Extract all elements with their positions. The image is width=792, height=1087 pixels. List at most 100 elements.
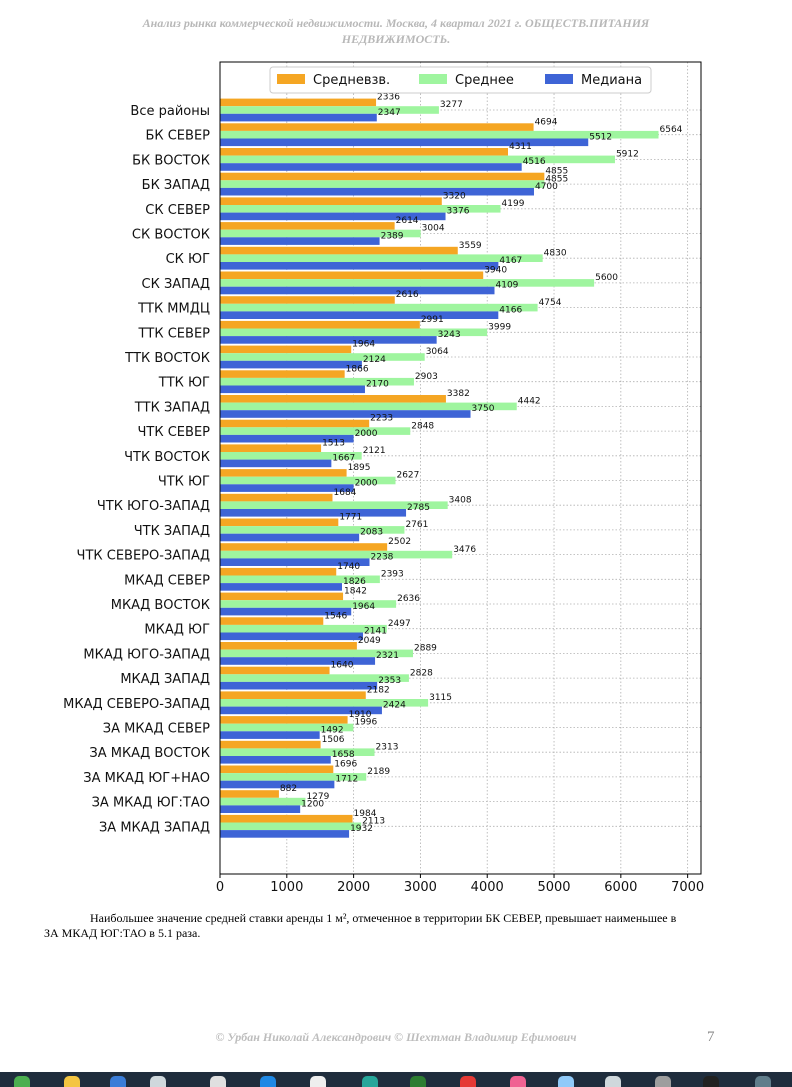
bar-mean	[220, 723, 354, 732]
bar-value-label: 2903	[415, 372, 438, 382]
system-tray-icon[interactable]	[755, 1076, 771, 1087]
bar-weighted	[220, 691, 366, 699]
app-icon[interactable]	[110, 1076, 126, 1087]
bar-median	[220, 434, 354, 443]
x-tick-label: 1000	[270, 880, 303, 895]
category-label: СК ВОСТОК	[132, 228, 210, 243]
app3-icon[interactable]	[655, 1076, 671, 1087]
bar-weighted	[220, 197, 442, 205]
bar-value-label: 4167	[499, 256, 522, 266]
active-window-icon[interactable]	[150, 1076, 166, 1087]
bar-value-label: 1279	[306, 792, 329, 802]
bar-value-label: 2889	[414, 644, 437, 654]
bar-value-label: 3408	[449, 495, 472, 505]
bar-weighted	[220, 222, 395, 230]
bar-mean	[220, 303, 538, 312]
bar-weighted	[220, 172, 545, 181]
bar-value-label: 4442	[518, 397, 541, 407]
bar-mean	[220, 699, 429, 707]
category-label: ТТК СЕВЕР	[137, 326, 210, 341]
browser-icon[interactable]	[260, 1076, 276, 1087]
bar-median	[220, 533, 360, 542]
bar-mean	[220, 229, 421, 238]
category-label: ЧТК СЕВЕР	[138, 425, 211, 440]
bar-mean	[220, 649, 414, 658]
bar-weighted	[220, 543, 388, 551]
folder-icon[interactable]	[64, 1076, 80, 1087]
category-label: ЗА МКАД ВОСТОК	[89, 746, 210, 761]
bar-value-label: 3115	[429, 693, 452, 703]
bar-value-label: 1712	[335, 775, 358, 785]
bar-value-label: 3999	[488, 323, 511, 333]
tiktok-icon[interactable]	[703, 1076, 719, 1087]
bar-value-label: 3750	[472, 404, 495, 414]
bar-value-label: 1964	[352, 340, 375, 350]
bar-weighted	[220, 98, 377, 107]
bar-value-label: 4855	[545, 167, 568, 177]
edge-icon[interactable]	[362, 1076, 378, 1087]
document-icon[interactable]	[210, 1076, 226, 1087]
bar-median	[220, 212, 446, 221]
bar-median	[220, 311, 499, 319]
bar-weighted	[220, 444, 322, 452]
bar-median	[220, 731, 320, 739]
bar-median	[220, 756, 331, 764]
bar-value-label: 2189	[367, 767, 390, 777]
bar-median	[220, 830, 350, 838]
bar-value-label: 2785	[407, 503, 430, 513]
bar-mean	[220, 155, 615, 164]
bar-value-label: 2424	[383, 701, 406, 711]
bar-mean	[220, 328, 488, 337]
media-icon[interactable]	[460, 1076, 476, 1087]
category-label: МКАД ЗАПАД	[120, 672, 210, 687]
bar-weighted	[220, 370, 345, 378]
bar-value-label: 1640	[331, 661, 354, 671]
bar-weighted	[220, 296, 395, 304]
bar-value-label: 1513	[322, 438, 345, 448]
x-tick-label: 7000	[671, 880, 704, 895]
bar-value-label: 3320	[443, 191, 466, 201]
bar-mean	[220, 353, 425, 361]
x-tick-label: 5000	[537, 880, 570, 895]
bar-value-label: 1667	[332, 454, 355, 464]
bar-value-label: 1696	[334, 760, 357, 770]
bar-median	[220, 484, 354, 492]
bar-median	[220, 681, 378, 690]
report-header-line1: Анализ рынка коммерческой недвижимости. …	[142, 16, 650, 30]
bar-value-label: 2347	[378, 108, 401, 118]
arrow-icon[interactable]	[310, 1076, 326, 1087]
bar-value-label: 4855	[545, 174, 568, 184]
legend-label: Медиана	[581, 73, 642, 88]
bar-weighted	[220, 493, 333, 502]
bar-value-label: 1506	[322, 735, 345, 745]
category-label: ЧТК ЗАПАД	[134, 524, 210, 539]
x-tick-label: 4000	[471, 880, 504, 895]
page-number: 7	[707, 1029, 715, 1045]
bar-value-label: 3243	[438, 330, 461, 340]
category-label: ТТК ММДЦ	[137, 302, 210, 317]
bar-value-label: 1996	[354, 718, 377, 728]
bar-weighted	[220, 123, 534, 131]
bar-value-label: 1740	[337, 562, 360, 572]
bar-value-label: 1842	[344, 587, 367, 597]
bar-median	[220, 459, 332, 468]
bar-median	[220, 262, 499, 270]
spreadsheet-icon[interactable]	[410, 1076, 426, 1087]
category-label: СК СЕВЕР	[145, 203, 210, 218]
category-label: СК ЮГ	[166, 252, 210, 267]
bar-value-label: 1658	[332, 750, 355, 760]
x-tick-label: 2000	[337, 880, 370, 895]
bar-median	[220, 385, 365, 394]
app2-icon[interactable]	[510, 1076, 526, 1087]
monitor-icon[interactable]	[605, 1076, 621, 1087]
bar-mean	[220, 130, 659, 139]
bar-value-label: 1771	[339, 513, 362, 523]
bar-value-label: 5600	[595, 273, 618, 283]
bar-value-label: 2497	[388, 619, 411, 629]
bar-value-label: 5512	[589, 133, 612, 143]
chrome-icon[interactable]	[14, 1076, 30, 1087]
save-icon[interactable]	[558, 1076, 574, 1087]
bar-value-label: 3376	[447, 207, 470, 217]
category-label: СК ЗАПАД	[142, 277, 211, 292]
bar-value-label: 2233	[370, 414, 393, 424]
